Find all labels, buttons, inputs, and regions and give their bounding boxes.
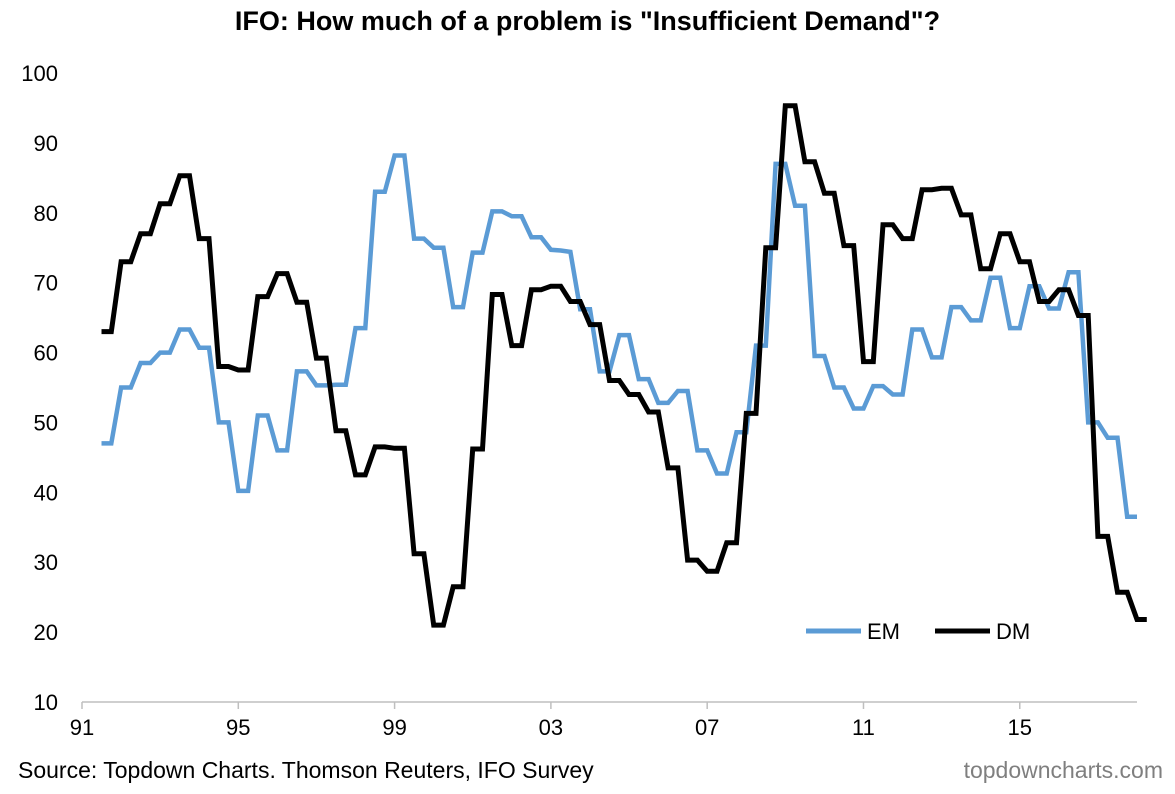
x-tick-label: 99 bbox=[382, 715, 406, 740]
y-tick-label: 50 bbox=[34, 410, 58, 435]
x-tick-label: 15 bbox=[1008, 715, 1032, 740]
series-layer bbox=[101, 103, 1147, 628]
chart-title: IFO: How much of a problem is "Insuffici… bbox=[234, 6, 941, 36]
y-tick-label: 10 bbox=[34, 690, 58, 715]
series-line-dm bbox=[101, 103, 1147, 628]
y-tick-label: 20 bbox=[34, 620, 58, 645]
x-tick-label: 11 bbox=[852, 715, 875, 740]
y-axis-tick-labels: 10 20 30 40 50 60 70 80 90 100 bbox=[21, 61, 58, 715]
brand-watermark: topdowncharts.com bbox=[963, 757, 1163, 783]
x-tick-label: 03 bbox=[539, 715, 563, 740]
legend: EM DM bbox=[806, 619, 1030, 644]
y-tick-label: 40 bbox=[34, 480, 58, 505]
y-tick-label: 30 bbox=[34, 550, 58, 575]
y-tick-label: 60 bbox=[34, 341, 58, 366]
x-tick-label: 95 bbox=[226, 715, 250, 740]
legend-label-dm: DM bbox=[996, 619, 1030, 644]
y-tick-label: 100 bbox=[21, 61, 58, 86]
x-tick-label: 91 bbox=[70, 715, 94, 740]
y-tick-label: 80 bbox=[34, 201, 58, 226]
y-tick-label: 70 bbox=[34, 271, 58, 296]
x-tick-label: 07 bbox=[695, 715, 719, 740]
x-axis: 91 95 99 03 07 11 15 bbox=[70, 701, 1137, 740]
series-line-em bbox=[101, 153, 1137, 520]
y-tick-label: 90 bbox=[34, 131, 58, 156]
source-note: Source: Topdown Charts. Thomson Reuters,… bbox=[18, 757, 594, 783]
legend-label-em: EM bbox=[867, 619, 900, 644]
